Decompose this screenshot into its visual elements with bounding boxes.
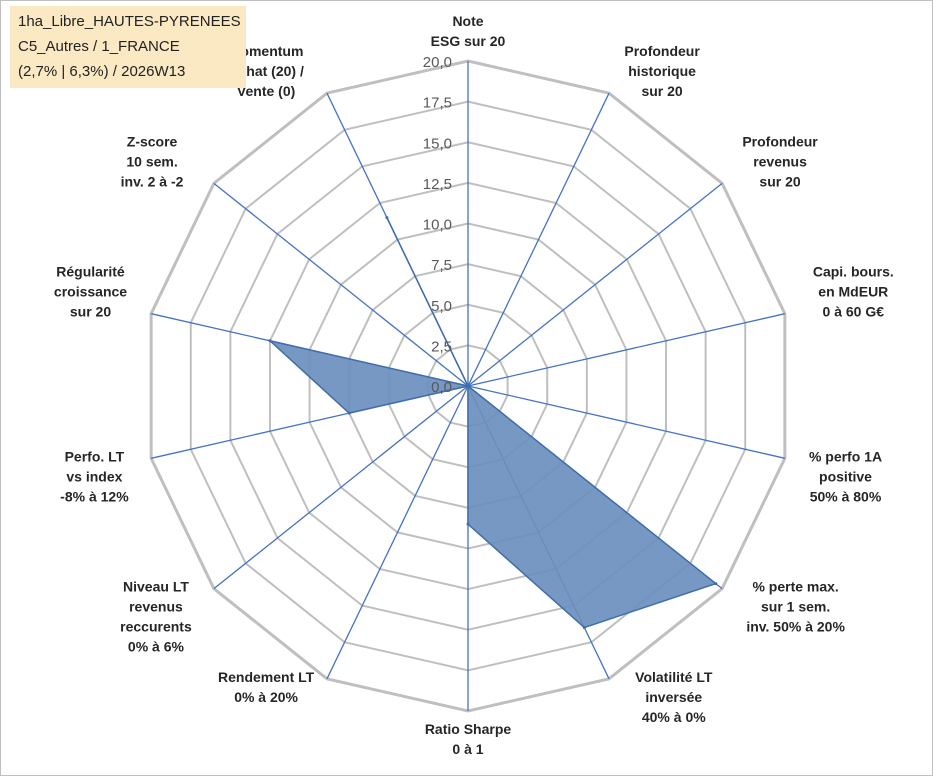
axis-spoke bbox=[467, 313, 785, 387]
tick-label: 0,0 bbox=[431, 379, 452, 396]
tick-label: 12,5 bbox=[423, 176, 452, 193]
data-point bbox=[347, 411, 351, 415]
tick-label: 17,5 bbox=[423, 95, 452, 112]
axis-label: Perfo. LT vs index -8% à 12% bbox=[60, 448, 129, 504]
axis-label: Régularité croissance sur 20 bbox=[54, 264, 127, 320]
data-point bbox=[466, 384, 470, 388]
header-line-1: 1ha_Libre_HAUTES-PYRENEES bbox=[18, 13, 241, 30]
axis-label: Niveau LT revenus reccurents 0% à 6% bbox=[120, 579, 192, 655]
axis-label: Profondeur revenus sur 20 bbox=[742, 133, 818, 189]
axis-label: Note ESG sur 20 bbox=[431, 13, 506, 49]
axis-label: % perfo 1A positive 50% à 80% bbox=[809, 448, 882, 504]
data-point bbox=[714, 582, 718, 586]
tick-label: 7,5 bbox=[431, 257, 452, 274]
header-line-2: C5_Autres / 1_FRANCE bbox=[18, 38, 180, 55]
tick-label: 5,0 bbox=[431, 298, 452, 315]
axis-label: % perte max. sur 1 sem. inv. 50% à 20% bbox=[746, 579, 845, 635]
axis-spoke bbox=[213, 182, 469, 387]
data-point bbox=[582, 626, 586, 630]
tick-label: 10,0 bbox=[423, 217, 452, 234]
axis-spoke bbox=[467, 182, 723, 387]
data-point bbox=[268, 339, 272, 343]
tick-label: 20,0 bbox=[423, 54, 452, 71]
axis-label: Profondeur historique sur 20 bbox=[624, 43, 700, 99]
axis-spoke bbox=[467, 92, 610, 387]
data-point bbox=[385, 216, 389, 220]
tick-label: 15,0 bbox=[423, 135, 452, 152]
data-point bbox=[466, 522, 470, 526]
axis-spoke bbox=[467, 385, 785, 459]
axis-spoke bbox=[326, 385, 469, 680]
tick-label: 2,5 bbox=[431, 338, 452, 355]
axis-spoke bbox=[213, 385, 469, 590]
header-tag bbox=[10, 6, 246, 88]
axis-label: Momentum Achat (20) / Vente (0) bbox=[228, 43, 304, 99]
axis-label: Rendement LT 0% à 20% bbox=[218, 669, 315, 705]
axis-label: Z-score 10 sem. inv. 2 à -2 bbox=[121, 133, 184, 189]
axis-label: Volatilité LT inversée 40% à 0% bbox=[635, 669, 713, 725]
series-area bbox=[267, 217, 718, 629]
axis-label: Ratio Sharpe 0 à 1 bbox=[425, 721, 512, 757]
axis-label: Capi. bours. en MdEUR 0 à 60 G€ bbox=[813, 264, 894, 320]
header-line-3: (2,7% | 6,3%) / 2026W13 bbox=[18, 63, 186, 80]
